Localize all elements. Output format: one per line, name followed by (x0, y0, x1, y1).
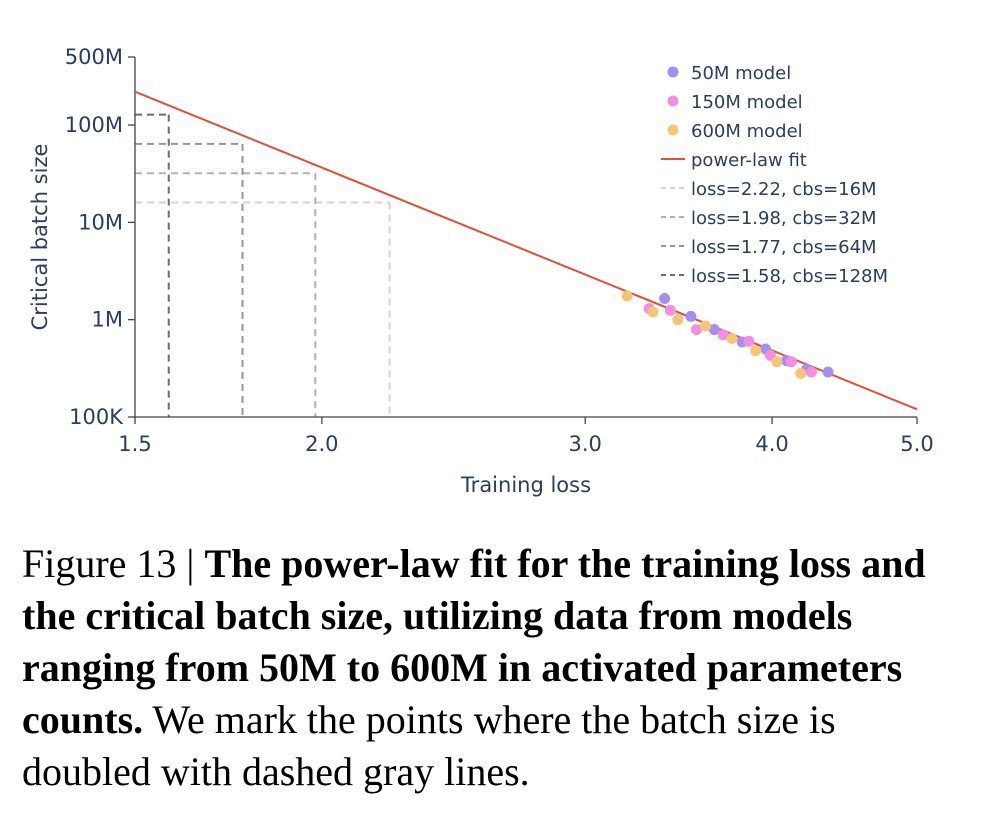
legend-label: loss=1.58, cbs=128M (691, 266, 888, 287)
legend-label: loss=1.98, cbs=32M (691, 208, 877, 229)
y-tick-label: 10M (78, 210, 123, 234)
legend-label: loss=1.77, cbs=64M (691, 237, 877, 258)
x-axis-label: Training loss (460, 473, 591, 497)
y-tick-label: 100M (65, 113, 123, 137)
150m-model-point (805, 366, 817, 378)
600m-model-point (647, 306, 659, 318)
figure-caption: Figure 13 | The power-law fit for the tr… (22, 538, 972, 798)
50m-model-point (822, 366, 834, 378)
legend-marker (667, 95, 679, 107)
legend-label: power-law fit (691, 150, 807, 171)
caption-label: Figure 13 | (22, 541, 205, 586)
50m-model-point (685, 310, 697, 322)
150m-model-point (743, 335, 755, 347)
150m-model-point (785, 356, 797, 368)
x-ticks: 1.5 2.0 3.0 4.0 5.0 (118, 417, 934, 456)
150m-model-point (664, 304, 676, 316)
x-tick-label: 1.5 (118, 432, 151, 456)
caption-text: We mark the points where the batch size … (22, 697, 836, 794)
y-tick-label: 1M (92, 308, 123, 332)
legend-marker (667, 66, 679, 78)
legend-label: 50M model (691, 63, 791, 84)
legend: 50M model 150M model 600M model power-law f… (661, 63, 888, 287)
y-tick-label: 100K (69, 405, 124, 429)
600m-model-point (699, 320, 711, 332)
axes (134, 57, 917, 418)
150m-model-point (690, 324, 702, 336)
x-tick-label: 2.0 (305, 432, 338, 456)
600m-model-point (795, 367, 807, 379)
y-axis-label: Critical batch size (28, 144, 52, 331)
y-ticks: 100K 1M 10M 100M 500M (65, 45, 135, 429)
600m-model-point (672, 314, 684, 326)
50m-model-point (708, 324, 720, 336)
50m-model-point (659, 293, 671, 305)
reference-lines (135, 113, 391, 417)
600m-model-point (771, 356, 783, 368)
x-tick-label: 4.0 (755, 432, 788, 456)
legend-label: 600M model (691, 121, 803, 142)
600m-model-point (621, 290, 633, 302)
x-tick-label: 5.0 (900, 432, 933, 456)
600m-model-point (726, 333, 738, 345)
y-tick-label: 500M (65, 45, 123, 69)
legend-marker (667, 124, 679, 136)
chart: 100K 1M 10M 100M 500M 1.5 2.0 3.0 4.0 5.0 Traini… (28, 45, 934, 497)
data-points (621, 290, 834, 379)
caption-bold-text: The power-law fit for the training loss … (22, 541, 926, 742)
150m-model-point (717, 329, 729, 341)
x-tick-label: 3.0 (569, 432, 602, 456)
legend-label: loss=2.22, cbs=16M (691, 179, 877, 200)
legend-label: 150M model (691, 92, 803, 113)
600m-model-point (750, 345, 762, 357)
